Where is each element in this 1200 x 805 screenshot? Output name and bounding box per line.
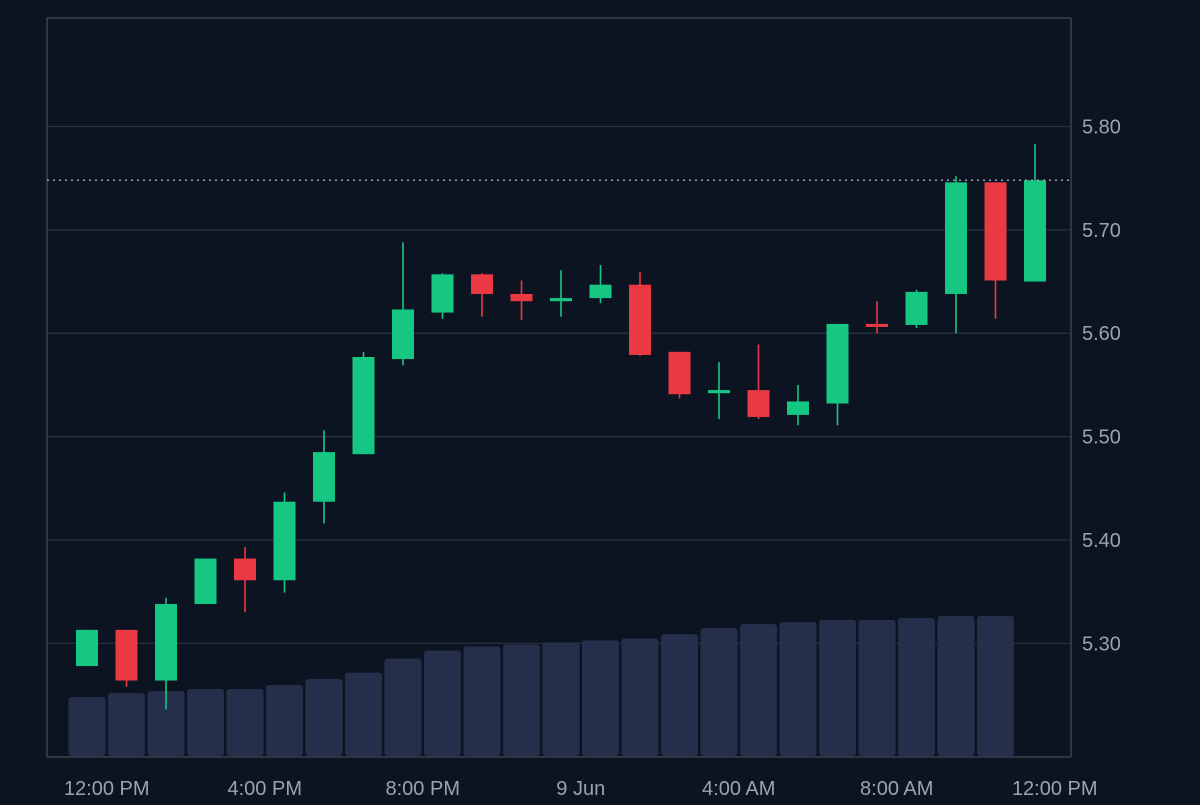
x-tick-label: 8:00 AM	[860, 778, 933, 800]
candles	[76, 144, 1046, 710]
volume-bar	[779, 622, 817, 756]
volume-bar	[937, 616, 975, 756]
candle-body	[866, 323, 888, 327]
volume-bar	[463, 646, 501, 756]
volume-bars	[68, 616, 1014, 756]
candle	[787, 384, 809, 426]
candle-body	[155, 604, 177, 681]
candle-body	[76, 629, 98, 667]
candle	[550, 270, 572, 317]
candle	[273, 492, 296, 593]
candle	[115, 629, 138, 687]
x-tick-label: 8:00 PM	[386, 778, 460, 800]
volume-bar	[740, 624, 777, 756]
candle-body	[905, 291, 928, 325]
candle	[984, 182, 1007, 319]
volume-bar	[345, 672, 382, 756]
candle-body	[787, 401, 809, 415]
candle	[668, 351, 691, 399]
candle	[313, 430, 335, 524]
candle	[747, 344, 770, 420]
candle	[589, 265, 612, 304]
y-tick-label: 5.70	[1082, 220, 1121, 242]
y-tick-label: 5.40	[1082, 530, 1121, 552]
y-tick-label: 5.30	[1082, 633, 1121, 655]
volume-bar	[187, 689, 224, 756]
volume-bar	[858, 620, 896, 756]
candle	[76, 629, 98, 667]
y-tick-label: 5.60	[1082, 323, 1121, 345]
x-tick-label: 4:00 PM	[228, 778, 302, 800]
volume-bar	[542, 642, 580, 756]
volume-bar	[266, 684, 303, 756]
volume-bar	[226, 689, 264, 756]
candle	[431, 273, 454, 319]
candle-body	[668, 351, 691, 395]
candle-body	[194, 558, 217, 605]
x-tick-label: 12:00 PM	[64, 778, 150, 800]
candle-body	[550, 298, 572, 302]
candle-body	[392, 309, 414, 360]
candle-body	[629, 284, 651, 355]
candle	[1024, 144, 1046, 282]
volume-bar	[700, 628, 738, 756]
candle	[471, 273, 493, 317]
volume-bar	[305, 678, 343, 756]
volume-bar	[424, 650, 461, 756]
candle	[945, 176, 967, 334]
candle-body	[510, 293, 533, 302]
candle	[352, 351, 375, 455]
candle-body	[826, 323, 849, 404]
candle-body	[708, 390, 730, 394]
candle	[866, 301, 888, 334]
volume-bar	[384, 658, 422, 756]
candle-body	[115, 629, 138, 681]
candle	[629, 272, 651, 356]
volume-bar	[621, 638, 659, 756]
volume-bar	[898, 618, 935, 756]
candle-body	[273, 501, 296, 581]
x-tick-label: 9 Jun	[556, 778, 605, 800]
y-tick-label: 5.50	[1082, 427, 1121, 449]
candle	[155, 597, 177, 710]
candle-body	[431, 274, 454, 313]
candle-body	[589, 284, 612, 299]
candle-body	[984, 182, 1007, 281]
volume-bar	[147, 691, 185, 756]
candle-body	[945, 182, 967, 294]
candle	[708, 362, 730, 420]
candle-body	[352, 357, 375, 455]
candle-body	[1024, 180, 1046, 282]
candle-body	[234, 558, 256, 581]
volume-bar	[503, 644, 540, 756]
candle	[510, 280, 533, 320]
volume-bar	[977, 616, 1014, 756]
y-tick-label: 5.80	[1082, 117, 1121, 139]
volume-bar	[819, 620, 856, 756]
candle	[194, 558, 217, 605]
candle	[234, 547, 256, 613]
candle-body	[471, 274, 493, 294]
volume-bar	[661, 634, 698, 756]
candle-body	[313, 452, 335, 502]
candle	[392, 242, 414, 366]
volume-bar	[108, 693, 145, 756]
x-tick-label: 12:00 PM	[1012, 778, 1098, 800]
x-tick-label: 4:00 AM	[702, 778, 775, 800]
candle	[826, 323, 849, 426]
candle	[905, 289, 928, 329]
volume-bar	[582, 640, 619, 756]
candle-body	[747, 390, 770, 417]
volume-bar	[68, 697, 106, 756]
